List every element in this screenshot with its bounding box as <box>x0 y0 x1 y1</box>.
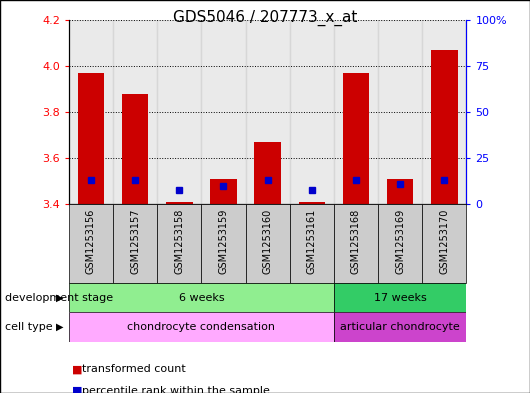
Bar <box>290 204 334 283</box>
Text: cell type: cell type <box>5 322 53 332</box>
Bar <box>201 20 245 204</box>
Bar <box>157 204 201 283</box>
Bar <box>69 312 334 342</box>
Text: GSM1253158: GSM1253158 <box>174 208 184 274</box>
Text: chondrocyte condensation: chondrocyte condensation <box>127 322 276 332</box>
Bar <box>334 283 466 312</box>
Bar <box>166 202 192 204</box>
Text: GSM1253161: GSM1253161 <box>307 208 317 274</box>
Text: GSM1253156: GSM1253156 <box>86 208 96 274</box>
Text: ▶: ▶ <box>56 322 64 332</box>
Bar <box>254 142 281 204</box>
Bar <box>290 20 334 204</box>
Bar <box>113 204 157 283</box>
Bar <box>122 94 148 204</box>
Text: GSM1253157: GSM1253157 <box>130 208 140 274</box>
Bar <box>298 202 325 204</box>
Text: ■: ■ <box>72 364 82 375</box>
Text: GSM1253159: GSM1253159 <box>218 208 228 274</box>
Bar <box>78 73 104 204</box>
Bar <box>378 20 422 204</box>
Bar <box>245 204 290 283</box>
Text: ▶: ▶ <box>56 293 64 303</box>
Text: 17 weeks: 17 weeks <box>374 293 427 303</box>
Text: development stage: development stage <box>5 293 113 303</box>
Text: 6 weeks: 6 weeks <box>179 293 224 303</box>
Bar <box>69 20 113 204</box>
Bar <box>431 50 457 204</box>
Text: GSM1253168: GSM1253168 <box>351 208 361 274</box>
Bar <box>334 20 378 204</box>
Bar <box>69 204 113 283</box>
Text: percentile rank within the sample: percentile rank within the sample <box>82 386 270 393</box>
Text: transformed count: transformed count <box>82 364 186 375</box>
Text: GDS5046 / 207773_x_at: GDS5046 / 207773_x_at <box>173 10 357 26</box>
Bar <box>422 20 466 204</box>
Bar <box>387 179 413 204</box>
Bar <box>378 204 422 283</box>
Bar <box>69 283 334 312</box>
Text: GSM1253170: GSM1253170 <box>439 208 449 274</box>
Bar <box>210 179 237 204</box>
Text: ■: ■ <box>72 386 82 393</box>
Text: GSM1253160: GSM1253160 <box>263 208 272 274</box>
Bar <box>245 20 290 204</box>
Bar <box>343 73 369 204</box>
Bar <box>422 204 466 283</box>
Bar <box>334 204 378 283</box>
Text: articular chondrocyte: articular chondrocyte <box>340 322 460 332</box>
Text: GSM1253169: GSM1253169 <box>395 208 405 274</box>
Bar <box>113 20 157 204</box>
Bar <box>157 20 201 204</box>
Bar <box>334 312 466 342</box>
Bar <box>201 204 245 283</box>
